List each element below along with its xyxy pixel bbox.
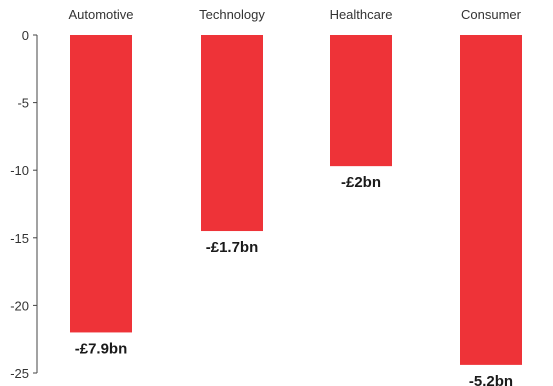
bar-automotive bbox=[70, 35, 132, 333]
axes: 0 -5 -10 -15 -20 -25 bbox=[10, 28, 38, 381]
data-label: -5.2bn bbox=[469, 373, 513, 386]
y-tick-label: -25 bbox=[10, 366, 29, 381]
category-label: Automotive bbox=[68, 7, 133, 22]
y-tick-label: 0 bbox=[22, 28, 29, 43]
category-label: Consumer bbox=[461, 7, 522, 22]
category-label: Healthcare bbox=[330, 7, 393, 22]
category-labels: Automotive Technology Healthcare Consumer bbox=[68, 7, 521, 22]
bar-healthcare bbox=[330, 35, 392, 167]
data-label: -£7.9bn bbox=[75, 340, 128, 357]
data-labels: -£7.9bn -£1.7bn -£2bn -5.2bn bbox=[75, 174, 513, 386]
y-tick-label: -20 bbox=[10, 298, 29, 313]
y-tick-label: -5 bbox=[17, 96, 29, 111]
category-label: Technology bbox=[199, 7, 265, 22]
y-tick-label: -10 bbox=[10, 163, 29, 178]
data-label: -£1.7bn bbox=[206, 239, 259, 256]
y-tick-label: -15 bbox=[10, 231, 29, 246]
bars bbox=[70, 35, 522, 365]
data-label: -£2bn bbox=[341, 174, 381, 191]
bar-technology bbox=[201, 35, 263, 232]
bar-consumer bbox=[460, 35, 522, 365]
